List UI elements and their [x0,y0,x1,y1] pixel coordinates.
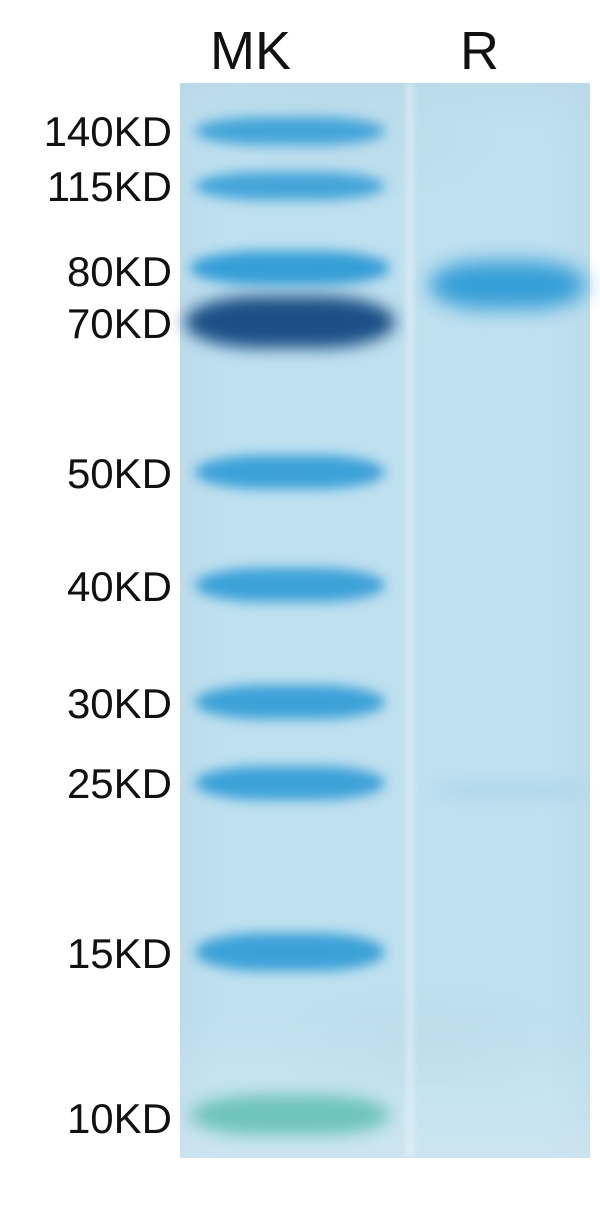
mw-label-70: 70KD [67,300,172,348]
mw-label-140: 140KD [44,108,172,156]
marker-band-80 [190,251,390,285]
sample-band-faint [429,783,587,797]
marker-band-25 [195,766,385,800]
mw-label-115: 115KD [47,163,172,211]
marker-band-10 [190,1095,390,1135]
mw-label-25: 25KD [67,760,172,808]
mw-label-10: 10KD [67,1095,172,1143]
lane-divider [406,83,414,1158]
marker-band-115 [195,172,385,200]
mw-label-50: 50KD [67,450,172,498]
gel-area [180,83,590,1158]
lane-header-r: R [460,20,499,82]
marker-band-30 [195,685,385,719]
gel-figure-container: MK R 140KD 115KD 80KD 70KD 50KD 40KD 30K… [0,0,600,1213]
mw-label-30: 30KD [67,680,172,728]
marker-band-140 [195,117,385,145]
gel-noise-overlay [180,83,590,1158]
sample-band-main [429,261,587,309]
marker-band-40 [195,568,385,602]
mw-label-15: 15KD [67,930,172,978]
mw-label-80: 80KD [67,248,172,296]
marker-band-70 [185,296,395,348]
marker-band-50 [195,455,385,489]
lane-header-mk: MK [210,20,291,82]
mw-label-40: 40KD [67,563,172,611]
gel-bottom-fade [180,1010,590,1160]
marker-band-15 [195,933,385,971]
